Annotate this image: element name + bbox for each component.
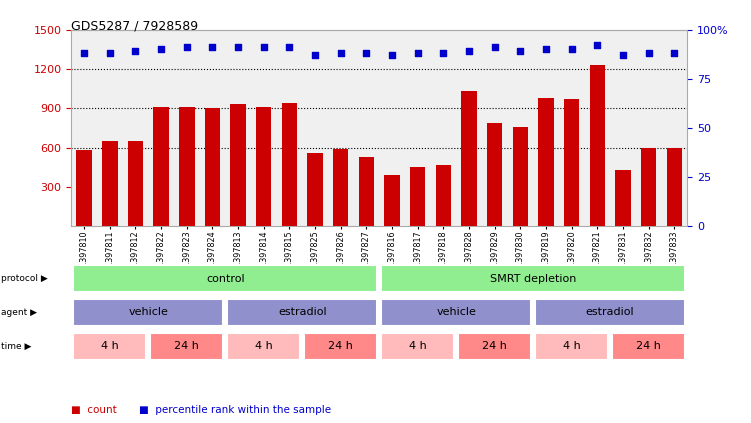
- Point: [129, 48, 141, 55]
- Point: [566, 46, 578, 53]
- Point: [668, 50, 680, 57]
- Bar: [513, 126, 528, 226]
- Bar: [487, 123, 502, 226]
- FancyBboxPatch shape: [150, 333, 223, 360]
- FancyBboxPatch shape: [382, 299, 531, 326]
- Bar: [205, 108, 220, 226]
- Bar: [385, 175, 400, 226]
- Text: 24 h: 24 h: [482, 341, 507, 351]
- Bar: [590, 65, 605, 226]
- FancyBboxPatch shape: [74, 333, 146, 360]
- Bar: [153, 107, 169, 226]
- Bar: [282, 103, 297, 226]
- Text: agent ▶: agent ▶: [1, 308, 37, 317]
- Point: [463, 48, 475, 55]
- Text: 4 h: 4 h: [101, 341, 119, 351]
- Point: [437, 50, 449, 57]
- Text: time ▶: time ▶: [1, 342, 31, 351]
- Text: estradiol: estradiol: [586, 308, 635, 317]
- Point: [258, 44, 270, 51]
- FancyBboxPatch shape: [382, 333, 454, 360]
- FancyBboxPatch shape: [228, 333, 300, 360]
- FancyBboxPatch shape: [458, 333, 531, 360]
- Bar: [231, 104, 246, 226]
- Bar: [615, 170, 631, 226]
- Bar: [179, 107, 195, 226]
- Bar: [333, 149, 348, 226]
- Text: SMRT depletion: SMRT depletion: [490, 274, 577, 283]
- Text: control: control: [206, 274, 245, 283]
- Text: 24 h: 24 h: [174, 341, 199, 351]
- Text: GDS5287 / 7928589: GDS5287 / 7928589: [71, 19, 198, 32]
- Point: [335, 50, 347, 57]
- Point: [181, 44, 193, 51]
- Point: [386, 52, 398, 58]
- Point: [207, 44, 219, 51]
- Text: ■  percentile rank within the sample: ■ percentile rank within the sample: [139, 404, 331, 415]
- Point: [617, 52, 629, 58]
- FancyBboxPatch shape: [228, 299, 377, 326]
- Point: [489, 44, 501, 51]
- Bar: [667, 148, 682, 226]
- Text: 24 h: 24 h: [328, 341, 353, 351]
- Text: vehicle: vehicle: [436, 308, 476, 317]
- Bar: [77, 150, 92, 226]
- Text: ■  count: ■ count: [71, 404, 117, 415]
- Bar: [359, 157, 374, 226]
- Bar: [128, 141, 143, 226]
- Bar: [564, 99, 580, 226]
- FancyBboxPatch shape: [535, 299, 685, 326]
- Bar: [102, 141, 117, 226]
- Point: [540, 46, 552, 53]
- Point: [514, 48, 526, 55]
- Text: 4 h: 4 h: [255, 341, 273, 351]
- FancyBboxPatch shape: [535, 333, 608, 360]
- Text: 4 h: 4 h: [409, 341, 427, 351]
- Bar: [538, 98, 553, 226]
- Point: [283, 44, 295, 51]
- Bar: [461, 91, 477, 226]
- Bar: [307, 153, 323, 226]
- Point: [412, 50, 424, 57]
- Point: [643, 50, 655, 57]
- Point: [104, 50, 116, 57]
- Bar: [436, 165, 451, 226]
- FancyBboxPatch shape: [304, 333, 377, 360]
- FancyBboxPatch shape: [74, 265, 377, 292]
- FancyBboxPatch shape: [74, 299, 223, 326]
- Text: 4 h: 4 h: [562, 341, 581, 351]
- Point: [591, 42, 603, 49]
- Point: [309, 52, 321, 58]
- FancyBboxPatch shape: [382, 265, 685, 292]
- FancyBboxPatch shape: [612, 333, 685, 360]
- Point: [232, 44, 244, 51]
- Point: [155, 46, 167, 53]
- Point: [78, 50, 90, 57]
- Text: vehicle: vehicle: [128, 308, 168, 317]
- Text: protocol ▶: protocol ▶: [1, 274, 47, 283]
- Text: 24 h: 24 h: [636, 341, 661, 351]
- Point: [360, 50, 372, 57]
- Bar: [410, 167, 425, 226]
- Bar: [256, 107, 272, 226]
- Text: estradiol: estradiol: [278, 308, 327, 317]
- Bar: [641, 148, 656, 226]
